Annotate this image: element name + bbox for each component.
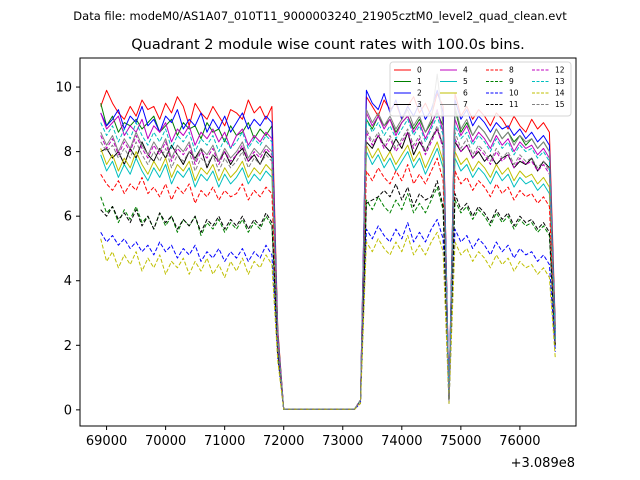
y-tick-label: 10 bbox=[55, 81, 72, 96]
y-tick-label: 0 bbox=[64, 403, 72, 418]
x-tick-label: 69000 bbox=[86, 434, 127, 449]
legend-label-15: 15 bbox=[555, 100, 565, 109]
legend-label-0: 0 bbox=[417, 66, 422, 75]
ticks-layer: 69000 70000 71000 72000 73000 74000 75000 76000… bbox=[55, 81, 540, 449]
legend-label-10: 10 bbox=[509, 89, 519, 98]
x-tick-label: 70000 bbox=[145, 434, 186, 449]
legend-label-6: 6 bbox=[463, 89, 468, 98]
y-tick-label: 6 bbox=[64, 210, 72, 225]
legend-label-2: 2 bbox=[417, 89, 422, 98]
legend-label-11: 11 bbox=[509, 100, 519, 109]
y-tick-label: 8 bbox=[64, 145, 72, 160]
legend-label-1: 1 bbox=[417, 77, 422, 86]
legend-label-12: 12 bbox=[555, 66, 565, 75]
x-tick-label: 74000 bbox=[381, 434, 422, 449]
series-layer bbox=[100, 73, 556, 410]
legend-label-7: 7 bbox=[463, 100, 468, 109]
legend-label-5: 5 bbox=[463, 77, 468, 86]
plot-frame bbox=[79, 57, 577, 427]
legend-label-9: 9 bbox=[509, 77, 514, 86]
legend-label-3: 3 bbox=[417, 100, 422, 109]
x-offset-label: +3.089e8 bbox=[511, 456, 575, 471]
x-tick-label: 73000 bbox=[322, 434, 363, 449]
legend-label-13: 13 bbox=[555, 77, 565, 86]
legend-label-4: 4 bbox=[463, 66, 468, 75]
data-file-label: Data file: modeM0/AS1A07_010T11_90000032… bbox=[73, 9, 567, 23]
y-tick-label: 4 bbox=[64, 274, 72, 289]
x-tick-label: 76000 bbox=[499, 434, 540, 449]
x-tick-label: 71000 bbox=[204, 434, 245, 449]
legend-label-8: 8 bbox=[509, 66, 514, 75]
legend-box bbox=[389, 61, 572, 117]
x-tick-label: 72000 bbox=[263, 434, 304, 449]
x-tick-label: 75000 bbox=[440, 434, 481, 449]
chart-title: Quadrant 2 module wise count rates with … bbox=[131, 37, 525, 53]
series-line-15 bbox=[100, 125, 556, 410]
y-tick-label: 2 bbox=[64, 339, 72, 354]
legend-label-14: 14 bbox=[555, 89, 565, 98]
series-line-9 bbox=[100, 186, 556, 410]
